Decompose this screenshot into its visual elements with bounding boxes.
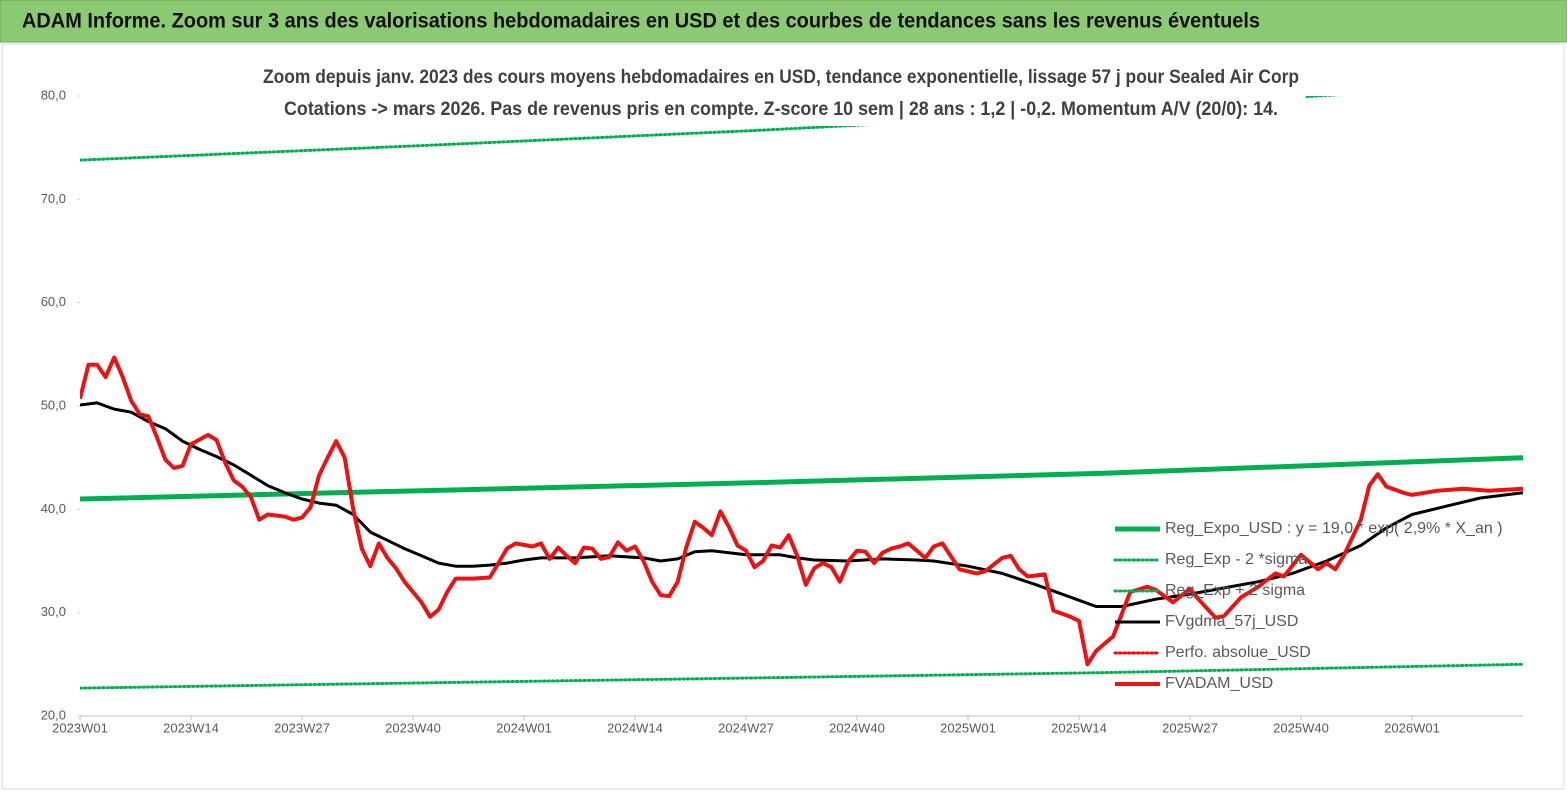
- plot-area: [80, 96, 1523, 690]
- x-tick-label: 2025W14: [1051, 720, 1107, 735]
- legend-label: FVADAM_USD: [1165, 675, 1273, 692]
- legend-label: FVgdma_57j_USD: [1165, 613, 1298, 630]
- x-tick-label: 2025W40: [1273, 720, 1329, 735]
- y-tick-label: 60,0: [41, 294, 66, 309]
- series-line: [80, 455, 1523, 502]
- x-tick-label: 2023W40: [385, 720, 441, 735]
- x-tick-label: 2023W14: [163, 720, 219, 735]
- x-tick-label: 2025W27: [1162, 720, 1218, 735]
- x-tick-label: 2023W01: [52, 720, 108, 735]
- subtitle: Zoom depuis janv. 2023 des cours moyens …: [263, 67, 1299, 88]
- y-tick-label: 80,0: [41, 87, 66, 102]
- legend-label: Reg_Exp + 2 sigma: [1165, 582, 1305, 599]
- legend-label: Perfo. absolue_USD: [1165, 644, 1311, 661]
- legend-label: Reg_Expo_USD : y = 19,0 * exp( 2,9% * X_…: [1165, 520, 1503, 537]
- subtitle-box: [256, 62, 1306, 126]
- y-tick-label: 70,0: [41, 191, 66, 206]
- header-bar: [0, 0, 1567, 43]
- x-tick-label: 2023W27: [274, 720, 330, 735]
- x-tick-label: 2024W14: [607, 720, 663, 735]
- subtitle: Cotations -> mars 2026. Pas de revenus p…: [284, 99, 1278, 120]
- x-tick-label: 2024W40: [829, 720, 885, 735]
- y-tick-label: 50,0: [41, 397, 66, 412]
- y-tick-label: 20,0: [41, 707, 66, 722]
- series-line: [80, 662, 1523, 690]
- header-title: ADAM Informe. Zoom sur 3 ans des valoris…: [22, 10, 1260, 33]
- x-tick-label: 2024W27: [718, 720, 774, 735]
- x-tick-label: 2025W01: [940, 720, 996, 735]
- series-line: [80, 355, 1523, 667]
- y-tick-label: 30,0: [41, 604, 66, 619]
- y-tick-label: 40,0: [41, 501, 66, 516]
- x-tick-label: 2026W01: [1384, 720, 1440, 735]
- chart-frame: [1, 43, 1565, 790]
- x-tick-label: 2024W01: [496, 720, 552, 735]
- legend-label: Reg_Exp - 2 *sigma: [1165, 551, 1307, 568]
